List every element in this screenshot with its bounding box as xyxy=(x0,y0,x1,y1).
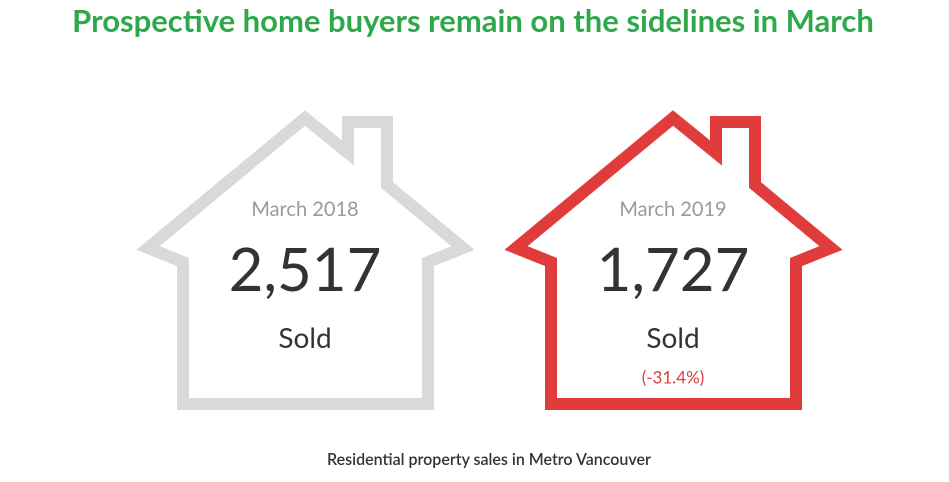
title: Prospective home buyers remain on the si… xyxy=(72,1,874,39)
period: March 2018 xyxy=(251,197,358,221)
value: 2,517 xyxy=(229,232,382,304)
footnote: Residential property sales in Metro Vanc… xyxy=(327,450,651,469)
value: 1,727 xyxy=(597,232,750,304)
house-card: March 2019 1,727 Sold (-31.4%) xyxy=(504,110,843,410)
period: March 2019 xyxy=(619,197,726,221)
change: (-31.4%) xyxy=(642,366,705,387)
house-outline xyxy=(136,110,475,410)
house-outline xyxy=(504,110,843,410)
label: Sold xyxy=(278,320,331,354)
label: Sold xyxy=(646,320,699,354)
house-card: March 2018 2,517 Sold xyxy=(136,110,475,410)
